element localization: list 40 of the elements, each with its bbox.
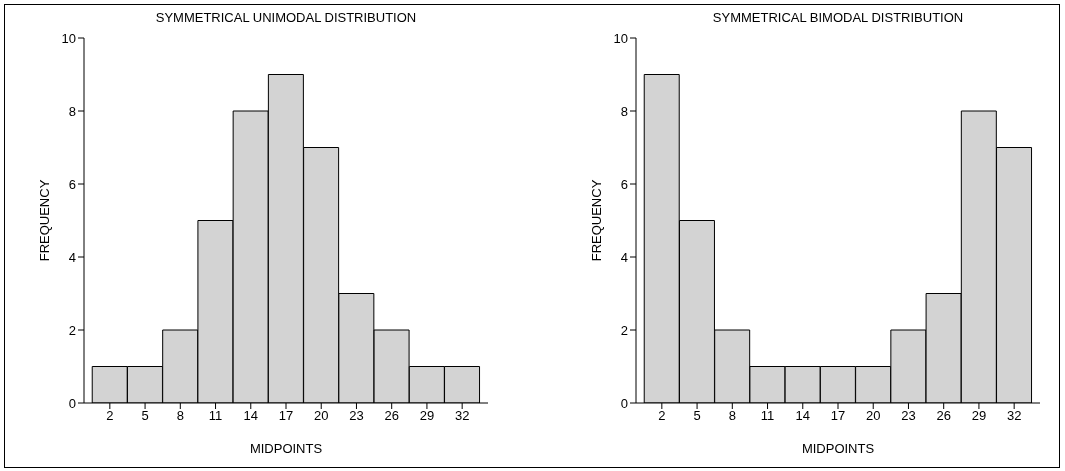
- x-axis-title: MIDPOINTS: [801, 441, 875, 456]
- x-tick-label: 23: [349, 408, 364, 424]
- x-tick-label: 2: [106, 408, 114, 424]
- x-axis-title: MIDPOINTS: [249, 441, 323, 456]
- x-tick-label: 20: [314, 408, 329, 424]
- x-tick-label: 2: [658, 408, 666, 424]
- y-tick-label: 8: [68, 103, 76, 119]
- x-tick-label: 11: [208, 408, 223, 424]
- y-tick-label: 10: [61, 30, 76, 46]
- y-axis-title: FREQUENCY: [588, 179, 604, 262]
- x-tick-label: 32: [1006, 408, 1022, 424]
- x-tick-label: 5: [693, 408, 701, 424]
- x-tick-label: 5: [141, 408, 149, 424]
- x-tick-label: 26: [936, 408, 951, 424]
- y-tick-label: 8: [620, 103, 628, 119]
- x-tick-label: 8: [728, 408, 736, 424]
- x-tick-label: 14: [795, 408, 810, 424]
- x-tick-label: 26: [384, 408, 399, 424]
- y-tick-label: 6: [68, 176, 76, 192]
- x-tick-label: 8: [176, 408, 184, 424]
- y-tick-label: 0: [68, 395, 76, 411]
- y-tick-label: 0: [620, 395, 628, 411]
- chart-title: SYMMETRICAL UNIMODAL DISTRIBUTION: [154, 10, 418, 25]
- x-tick-label: 29: [971, 408, 987, 424]
- x-tick-label: 14: [243, 408, 258, 424]
- y-axis-title: FREQUENCY: [36, 179, 52, 262]
- x-tick-label: 29: [419, 408, 435, 424]
- y-tick-label: 6: [620, 176, 628, 192]
- y-tick-label: 4: [68, 249, 76, 265]
- y-tick-label: 2: [620, 322, 628, 338]
- x-tick-label: 11: [760, 408, 775, 424]
- y-tick-label: 2: [68, 322, 76, 338]
- y-tick-label: 4: [620, 249, 628, 265]
- x-tick-label: 32: [454, 408, 470, 424]
- x-tick-label: 23: [901, 408, 916, 424]
- y-tick-label: 10: [613, 30, 628, 46]
- chart-title: SYMMETRICAL BIMODAL DISTRIBUTION: [711, 10, 965, 25]
- x-tick-label: 17: [278, 408, 294, 424]
- x-tick-label: 20: [866, 408, 881, 424]
- x-tick-label: 17: [830, 408, 846, 424]
